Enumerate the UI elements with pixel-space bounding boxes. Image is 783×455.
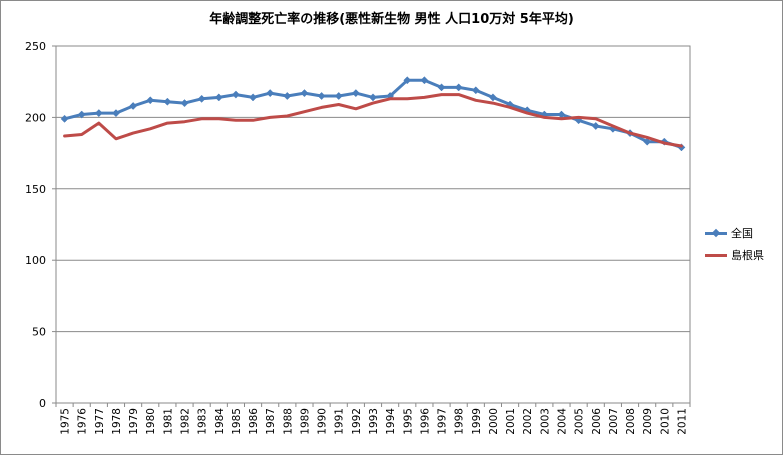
x-tick-label: 1997: [437, 408, 449, 435]
legend-swatch-national: [705, 228, 727, 238]
x-tick-label: 2000: [488, 408, 500, 435]
x-tick-label: 1978: [111, 408, 123, 435]
x-tick-label: 1982: [180, 408, 192, 435]
data-point: [471, 86, 480, 95]
data-point: [643, 137, 652, 146]
legend-item-shimane: 島根県: [705, 244, 764, 266]
data-point: [112, 109, 120, 118]
x-tick-label: 1996: [419, 408, 431, 435]
x-tick-label: 1976: [77, 408, 89, 435]
data-point: [351, 89, 360, 98]
data-point: [249, 93, 258, 102]
x-tick-label: 1985: [231, 408, 243, 435]
x-tick-label: 1984: [214, 408, 226, 435]
data-point: [180, 99, 189, 108]
data-point: [197, 94, 206, 103]
x-tick-label: 1993: [368, 408, 380, 435]
x-tick-label: 2008: [625, 408, 637, 435]
x-tick-label: 1975: [60, 408, 72, 435]
data-point: [129, 102, 138, 110]
data-point: [437, 83, 446, 92]
x-tick-label: 2003: [539, 408, 551, 435]
data-point: [283, 92, 292, 100]
x-tick-label: 2002: [522, 408, 534, 435]
x-tick-label: 1983: [197, 408, 209, 435]
x-tick-label: 2009: [642, 408, 654, 435]
series-line-0: [63, 78, 683, 149]
x-tick-label: 1990: [317, 408, 329, 435]
x-tick-label: 1987: [265, 408, 277, 435]
y-tick-label: 50: [32, 326, 46, 339]
data-point: [163, 97, 172, 106]
data-point: [369, 93, 377, 102]
x-tick-label: 2007: [608, 408, 620, 435]
data-point: [334, 92, 343, 100]
x-tick-label: 2006: [591, 408, 603, 435]
x-tick-label: 2011: [676, 408, 688, 435]
legend: 全国 島根県: [705, 222, 764, 266]
data-point: [60, 114, 69, 123]
x-tick-label: 1979: [128, 408, 140, 435]
x-tick-label: 1991: [334, 408, 346, 435]
x-tick-label: 1998: [454, 408, 466, 435]
y-tick-label: 150: [25, 183, 46, 196]
data-point: [403, 76, 412, 85]
data-point: [317, 92, 326, 100]
x-tick-label: 2010: [659, 408, 671, 435]
x-tick-label: 1980: [145, 408, 157, 435]
x-tick-label: 1977: [94, 408, 106, 435]
x-tick-label: 1989: [299, 408, 311, 435]
legend-label-shimane: 島根県: [731, 249, 764, 262]
data-point: [77, 110, 86, 119]
x-tick-label: 1986: [248, 408, 260, 435]
legend-swatch-shimane: [705, 250, 727, 260]
data-point: [94, 109, 103, 118]
y-tick-label: 200: [25, 111, 46, 124]
series-line-1: [63, 93, 683, 148]
legend-label-national: 全国: [731, 227, 753, 240]
x-tick-label: 1999: [471, 408, 483, 435]
y-tick-label: 250: [25, 40, 46, 53]
data-point: [591, 122, 600, 130]
data-point: [231, 90, 240, 99]
data-point: [300, 89, 309, 98]
data-point: [214, 93, 223, 102]
data-point: [488, 93, 497, 102]
x-tick-label: 1988: [282, 408, 294, 435]
x-tick-label: 1981: [162, 408, 174, 435]
x-tick-label: 2005: [574, 408, 586, 435]
legend-item-national: 全国: [705, 222, 764, 244]
data-point: [146, 96, 155, 105]
x-tick-label: 1995: [402, 408, 414, 435]
y-tick-label: 100: [25, 254, 46, 267]
data-point: [420, 76, 429, 85]
data-point: [454, 83, 463, 92]
x-tick-label: 1992: [351, 408, 363, 435]
y-tick-label: 0: [39, 397, 46, 410]
x-tick-label: 1994: [385, 408, 397, 435]
data-point: [266, 89, 275, 98]
x-tick-label: 2001: [505, 408, 517, 435]
x-tick-label: 2004: [556, 408, 568, 435]
chart-title: 年齢調整死亡率の推移(悪性新生物 男性 人口10万対 5年平均): [209, 12, 574, 27]
